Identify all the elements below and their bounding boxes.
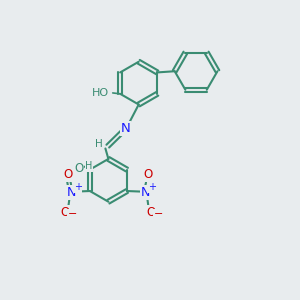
Text: H: H <box>85 161 93 171</box>
Text: N: N <box>67 186 76 199</box>
Text: O: O <box>144 169 153 182</box>
Text: +: + <box>148 182 156 192</box>
Text: −: − <box>154 209 163 219</box>
Text: N: N <box>141 186 150 199</box>
Text: O: O <box>64 169 73 182</box>
Text: O: O <box>74 162 83 175</box>
Text: HO: HO <box>92 88 109 98</box>
Text: −: − <box>68 209 77 219</box>
Text: N: N <box>121 122 130 135</box>
Text: +: + <box>74 182 82 192</box>
Text: O: O <box>61 206 70 219</box>
Text: H: H <box>95 139 103 149</box>
Text: O: O <box>147 206 156 219</box>
